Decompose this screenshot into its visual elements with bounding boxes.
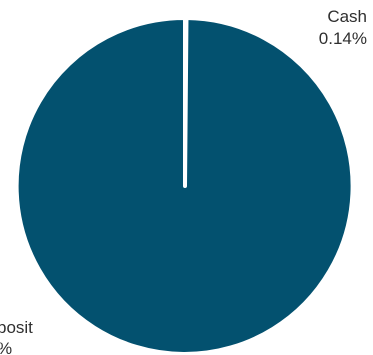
slice-label-deposit-name: posit — [0, 318, 33, 337]
pie-slice-deposit — [14, 16, 355, 355]
slice-label-deposit-value: % — [0, 339, 12, 355]
pie-slices — [14, 16, 355, 355]
slice-label-cash-name: Cash — [327, 7, 367, 26]
slice-label-cash-value: 0.14% — [319, 29, 367, 48]
pie-labels: Cash 0.14% posit % — [0, 7, 367, 355]
